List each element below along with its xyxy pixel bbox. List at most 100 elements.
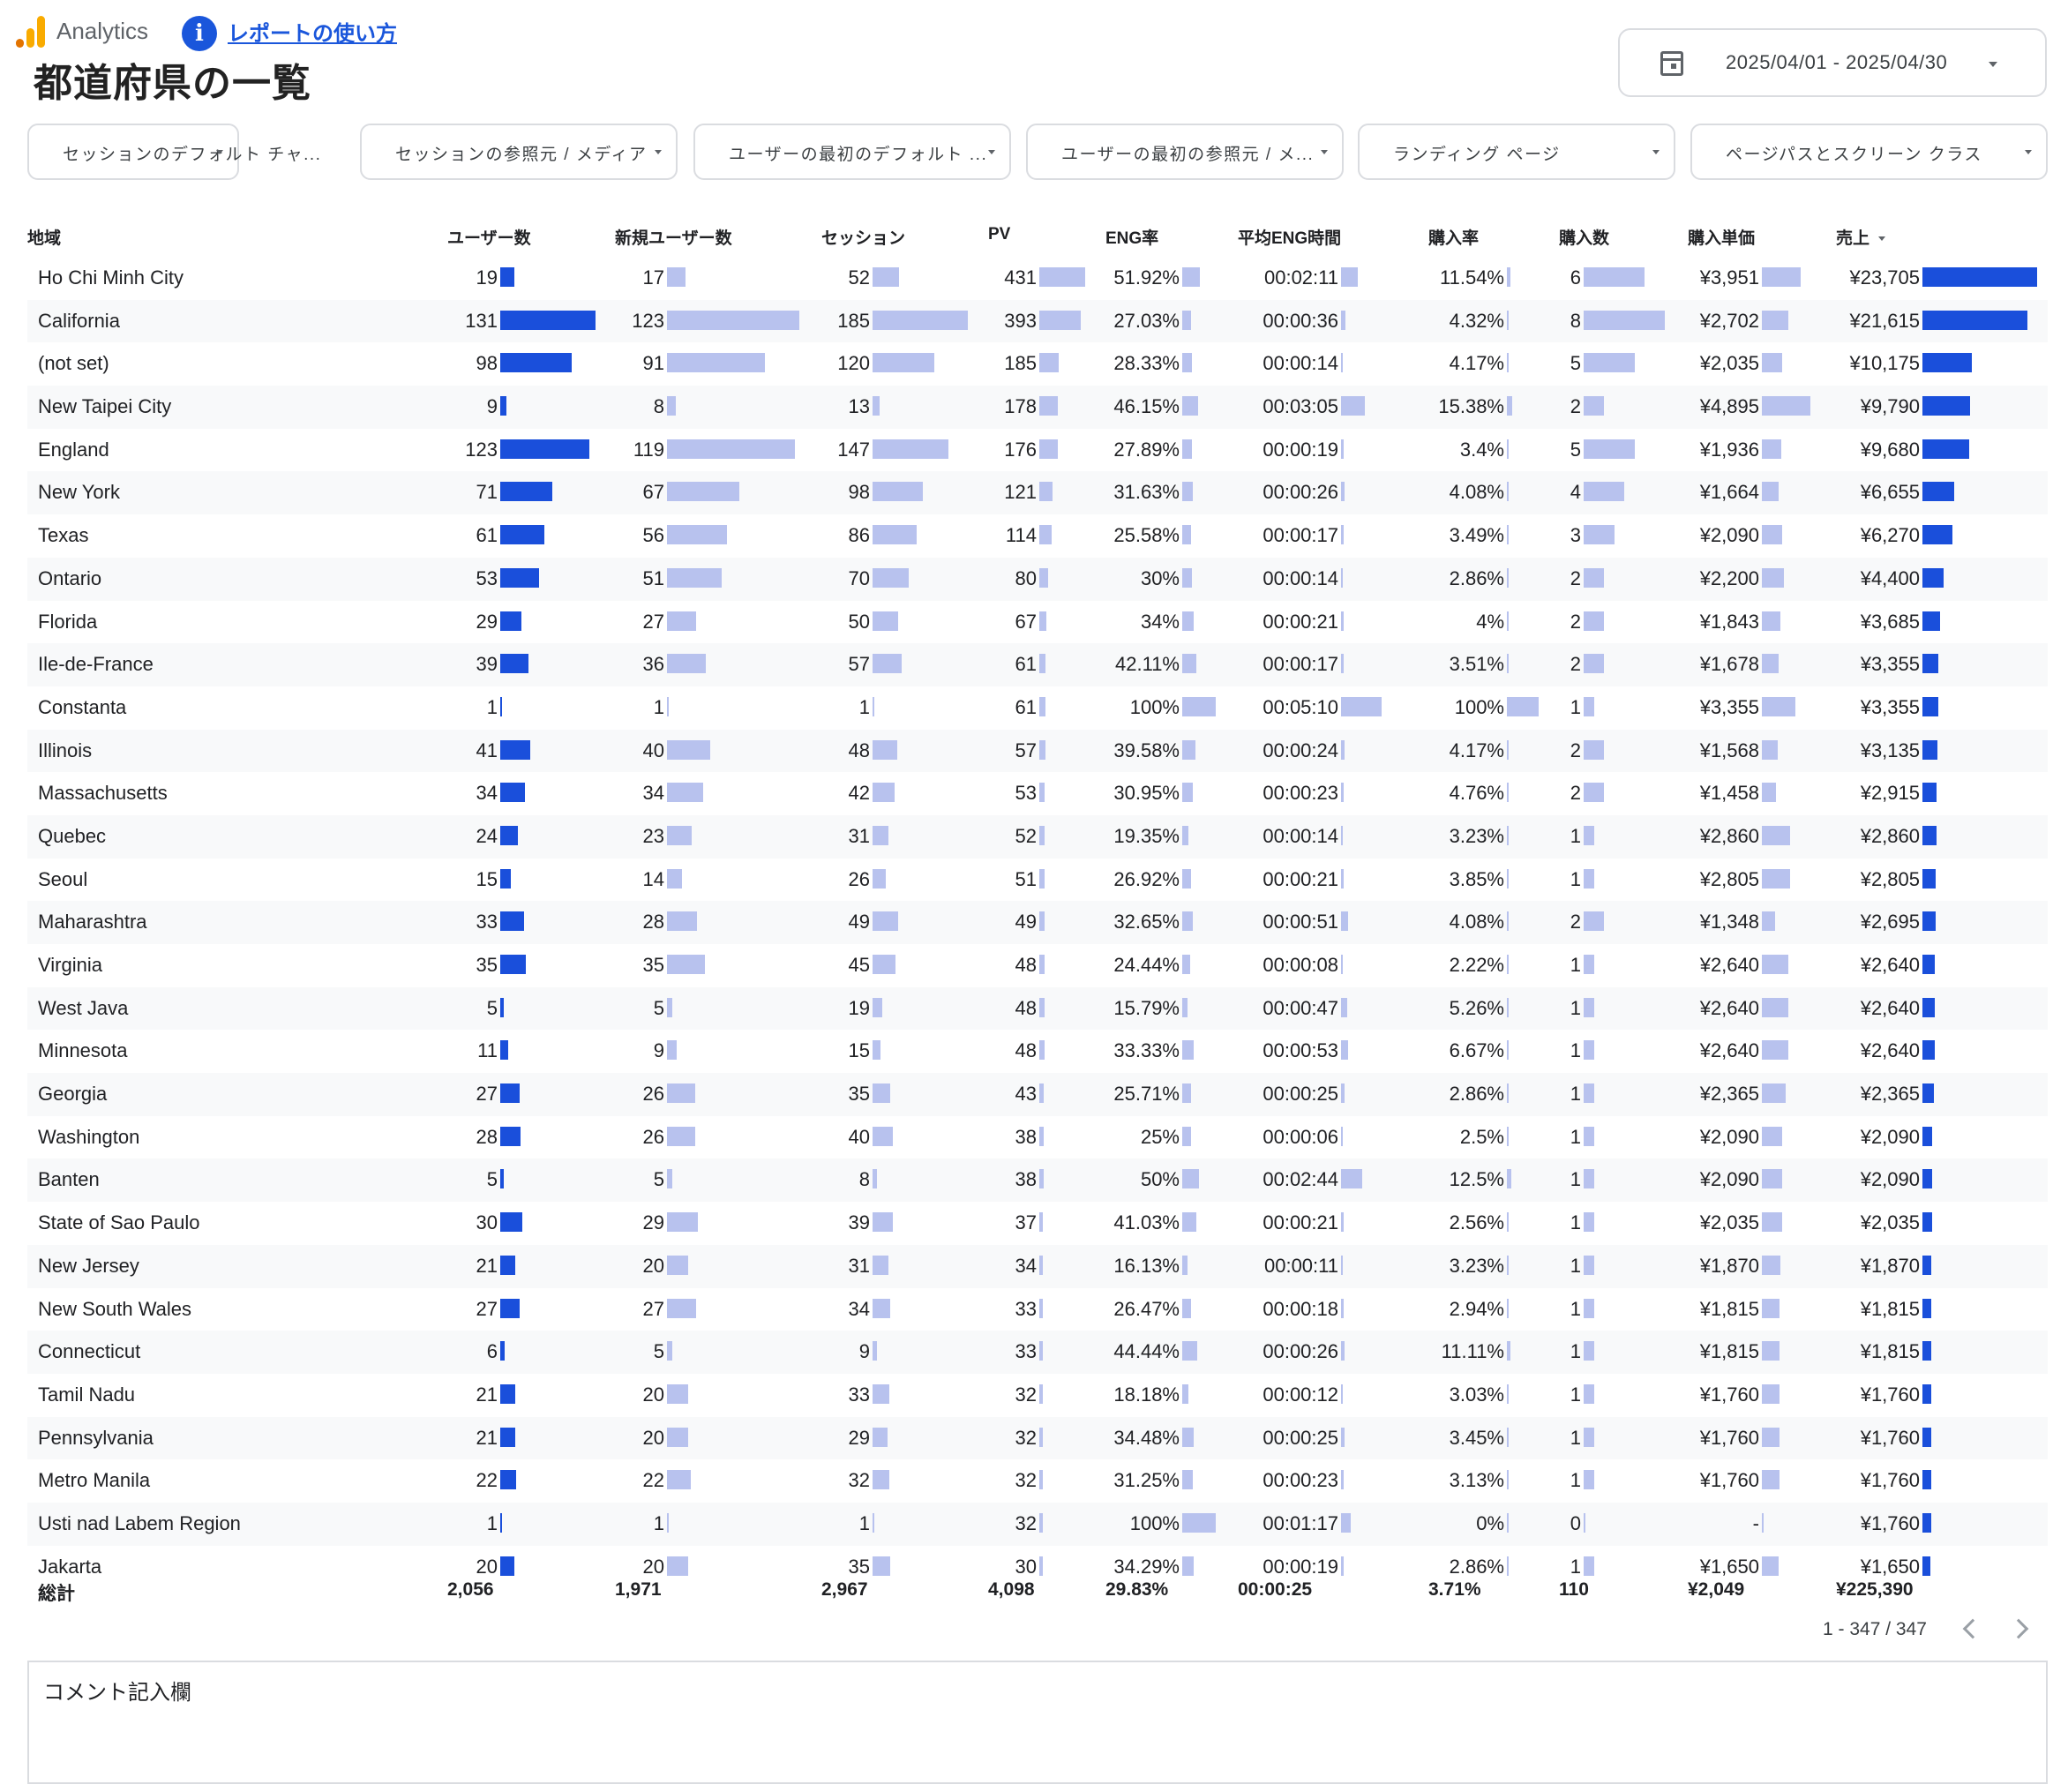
cell-sessions: 31 — [848, 1254, 870, 1277]
bar-new-users — [667, 696, 669, 716]
table-row[interactable]: Washington 28 26 40 38 25% 00:00:06 2.5% 1 ¥2,090… — [27, 1116, 2048, 1159]
table-row[interactable]: New Jersey 21 20 31 34 16.13% 00:00:11 3.23% 1 ¥1… — [27, 1244, 2048, 1288]
bar-new-users — [667, 1255, 688, 1275]
table-row[interactable]: Jakarta 20 20 35 30 34.29% 00:00:19 2.86% 1 ¥1,65… — [27, 1546, 2048, 1589]
date-range-picker[interactable]: 2025/04/01 - 2025/04/30 — [1618, 28, 2047, 97]
cell-unit-price: ¥1,815 — [1699, 1297, 1759, 1320]
table-row[interactable]: England 123 119 147 176 27.89% 00:00:19 3.4% 5 ¥1… — [27, 429, 2048, 472]
bar-sessions — [873, 525, 917, 545]
bar-eng-time — [1341, 1126, 1343, 1146]
cell-eng-time: 00:00:14 — [1263, 352, 1338, 375]
cell-unit-price: ¥2,035 — [1699, 352, 1759, 375]
cell-revenue: ¥1,870 — [1860, 1254, 1920, 1277]
cell-eng-time: 00:00:21 — [1263, 1211, 1338, 1234]
table-row[interactable]: West Java 5 5 19 48 15.79% 00:00:47 5.26% 1 ¥2,64… — [27, 986, 2048, 1031]
bar-purchases — [1584, 955, 1594, 974]
bar-purchases — [1584, 439, 1635, 459]
filter-first-user-default-channel[interactable]: ユーザーの最初のデフォルト ... — [693, 124, 1011, 180]
table-row[interactable]: Minnesota 11 9 15 48 33.33% 00:00:53 6.67% 1 ¥2,6… — [27, 1030, 2048, 1073]
bar-new-users — [667, 1040, 677, 1061]
table-row[interactable]: State of Sao Paulo 30 29 39 37 41.03% 00:00:21… — [27, 1202, 2048, 1245]
bar-pv — [1039, 525, 1052, 545]
table-row[interactable]: Ile-de-France 39 36 57 61 42.11% 00:00:17 3.51%… — [27, 643, 2048, 686]
table-row[interactable]: Tamil Nadu 21 20 33 32 18.18% 00:00:12 3.03% 1 ¥1… — [27, 1374, 2048, 1417]
table-row[interactable]: Metro Manila 22 22 32 32 31.25% 00:00:23 3.13% 1… — [27, 1459, 2048, 1503]
cell-eng-rate: 32.65% — [1113, 911, 1180, 933]
cell-sessions: 42 — [848, 782, 870, 805]
filter-landing-page[interactable]: ランディング ページ — [1358, 124, 1675, 180]
bar-pv — [1039, 1212, 1043, 1233]
cell-unit-price: ¥1,936 — [1699, 438, 1759, 461]
filter-page-path-screen-class[interactable]: ページパスとスクリーン クラス — [1690, 124, 2048, 180]
cell-unit-price: ¥2,365 — [1699, 1083, 1759, 1106]
chevron-left-icon[interactable] — [1962, 1618, 1983, 1639]
table-row[interactable]: Georgia 27 26 35 43 25.71% 00:00:25 2.86% 1 ¥2,36… — [27, 1073, 2048, 1116]
cell-eng-rate: 19.35% — [1113, 824, 1180, 847]
column-header-revenue[interactable]: 売上 — [1836, 225, 1886, 249]
filter-session-source-medium[interactable]: セッションの参照元 / メディア — [360, 124, 678, 180]
column-header-unit-price[interactable]: 購入単価 — [1688, 225, 1755, 249]
help-link[interactable]: レポートの使い方 — [228, 22, 397, 46]
bar-sessions — [873, 439, 948, 459]
column-header-purchases[interactable]: 購入数 — [1559, 225, 1609, 249]
bar-purchase-rate — [1507, 1040, 1509, 1061]
bar-pv — [1039, 1255, 1043, 1275]
table-row[interactable]: Usti nad Labem Region 1 1 1 32 100% 00:01:17 0%… — [27, 1502, 2048, 1546]
bar-revenue — [1922, 1427, 1931, 1447]
chevron-right-icon[interactable] — [2008, 1618, 2029, 1639]
table-row[interactable]: Texas 61 56 86 114 25.58% 00:00:17 3.49% 3 ¥2,090… — [27, 514, 2048, 558]
table-row[interactable]: New South Wales 27 27 34 33 26.47% 00:00:18 2.9… — [27, 1288, 2048, 1331]
table-row[interactable]: California 131 123 185 393 27.03% 00:00:36 4.32… — [27, 299, 2048, 343]
table-row[interactable]: Florida 29 27 50 67 34% 00:00:21 4% 2 ¥1,843 ¥3,68… — [27, 601, 2048, 644]
table-row[interactable]: Quebec 24 23 31 52 19.35% 00:00:14 3.23% 1 ¥2,860… — [27, 814, 2048, 859]
bar-unit-price — [1762, 1512, 1764, 1533]
table-row[interactable]: Ho Chi Minh City 19 17 52 431 51.92% 00:02:11 1… — [27, 257, 2048, 300]
table-row[interactable]: New York 71 67 98 121 31.63% 00:00:26 4.08% 4 ¥1,… — [27, 471, 2048, 515]
cell-users: 11 — [477, 1039, 498, 1062]
cell-new-users: 20 — [642, 1254, 664, 1277]
table-row[interactable]: Seoul 15 14 26 51 26.92% 00:00:21 3.85% 1 ¥2,805 ¥… — [27, 859, 2048, 902]
column-header-eng-rate[interactable]: ENG率 — [1105, 225, 1158, 249]
column-header-pv[interactable]: PV — [988, 225, 1010, 244]
filter-session-default-channel[interactable]: セッションのデフォルト チャ... — [27, 124, 320, 180]
bar-sessions — [873, 1298, 890, 1318]
table-row[interactable]: Banten 5 5 8 38 50% 00:02:44 12.5% 1 ¥2,090 ¥2,090 — [27, 1158, 2048, 1203]
bar-eng-rate — [1182, 396, 1198, 416]
column-header-sessions[interactable]: セッション — [821, 225, 905, 249]
table-row[interactable]: Virginia 35 35 45 48 24.44% 00:00:08 2.22% 1 ¥2,6… — [27, 944, 2048, 987]
column-header-purchase-rate[interactable]: 購入率 — [1428, 225, 1479, 249]
comment-box[interactable]: コメント記入欄 — [27, 1661, 2048, 1784]
bar-purchases — [1584, 396, 1604, 416]
bar-pv — [1039, 696, 1045, 716]
filter-first-user-source-medium[interactable]: ユーザーの最初の参照元 / メ... — [1026, 124, 1344, 180]
bar-eng-rate — [1182, 1040, 1194, 1061]
total-purchase-rate: 3.71% — [1428, 1579, 1481, 1600]
column-header-eng-time[interactable]: 平均ENG時間 — [1238, 225, 1341, 249]
bar-eng-time — [1341, 955, 1343, 974]
table-row[interactable]: Ontario 53 51 70 80 30% 00:00:14 2.86% 2 ¥2,200 ¥4… — [27, 557, 2048, 601]
table-row[interactable]: Massachusetts 34 34 42 53 30.95% 00:00:23 4.76%… — [27, 772, 2048, 815]
column-header-new-users[interactable]: 新規ユーザー数 — [615, 225, 732, 249]
cell-purchases: 1 — [1570, 1555, 1581, 1578]
cell-purchase-rate: 3.23% — [1449, 1254, 1504, 1277]
column-header-users[interactable]: ユーザー数 — [447, 225, 531, 249]
bar-sessions — [873, 1383, 889, 1404]
table-row[interactable]: Illinois 41 40 48 57 39.58% 00:00:24 4.17% 2 ¥1,5… — [27, 729, 2048, 773]
bar-new-users — [667, 1512, 669, 1533]
cell-eng-time: 00:00:51 — [1263, 911, 1338, 933]
table-row[interactable]: Connecticut 6 5 9 33 44.44% 00:00:26 11.11% 1 ¥1,… — [27, 1331, 2048, 1374]
table-row[interactable]: Constanta 1 1 1 61 100% 00:05:10 100% 1 ¥3,355 ¥3,… — [27, 686, 2048, 730]
bar-eng-rate — [1182, 1298, 1191, 1318]
table-row[interactable]: Pennsylvania 21 20 29 32 34.48% 00:00:25 3.45% 1… — [27, 1416, 2048, 1460]
bar-unit-price — [1762, 567, 1784, 588]
bar-eng-time — [1341, 1512, 1351, 1533]
table-row[interactable]: New Taipei City 9 8 13 178 46.15% 00:03:05 15.3… — [27, 386, 2048, 429]
table-row[interactable]: Maharashtra 33 28 49 49 32.65% 00:00:51 4.08% 2 ¥… — [27, 901, 2048, 944]
cell-eng-rate: 33.33% — [1113, 1039, 1180, 1062]
bar-unit-price — [1762, 1169, 1782, 1189]
table-row[interactable]: (not set) 98 91 120 185 28.33% 00:00:14 4.17% 5 ¥… — [27, 342, 2048, 386]
column-header-region[interactable]: 地域 — [27, 225, 61, 249]
cell-eng-time: 00:00:36 — [1263, 309, 1338, 332]
info-icon[interactable]: i — [182, 16, 217, 51]
bar-new-users — [667, 1169, 672, 1189]
